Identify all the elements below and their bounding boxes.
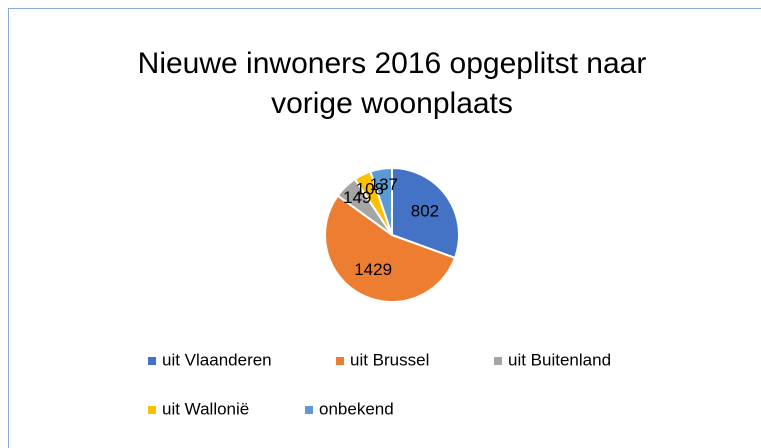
legend-swatch	[336, 357, 344, 365]
chart-title: Nieuwe inwoners 2016 opgeplitst naar vor…	[137, 47, 647, 120]
pie-slice	[369, 166, 393, 236]
data-label: 1429	[354, 260, 392, 279]
pie-slice	[391, 166, 460, 260]
legend-label: onbekend	[319, 399, 394, 418]
data-label: 108	[356, 179, 384, 198]
chart-frame	[8, 8, 761, 448]
legend-swatch	[494, 357, 502, 365]
legend-swatch	[148, 357, 156, 365]
data-label: 149	[343, 188, 371, 207]
legend-swatch	[305, 406, 313, 414]
legend-label: uit Wallonië	[162, 399, 249, 418]
legend-label: uit Vlaanderen	[162, 350, 272, 369]
legend-label: uit Brussel	[350, 350, 429, 369]
pie-slice	[324, 194, 457, 303]
data-label: 802	[411, 201, 439, 220]
data-label: 137	[370, 175, 398, 194]
legend-swatch	[148, 406, 156, 414]
legend-label: uit Buitenland	[508, 350, 611, 369]
